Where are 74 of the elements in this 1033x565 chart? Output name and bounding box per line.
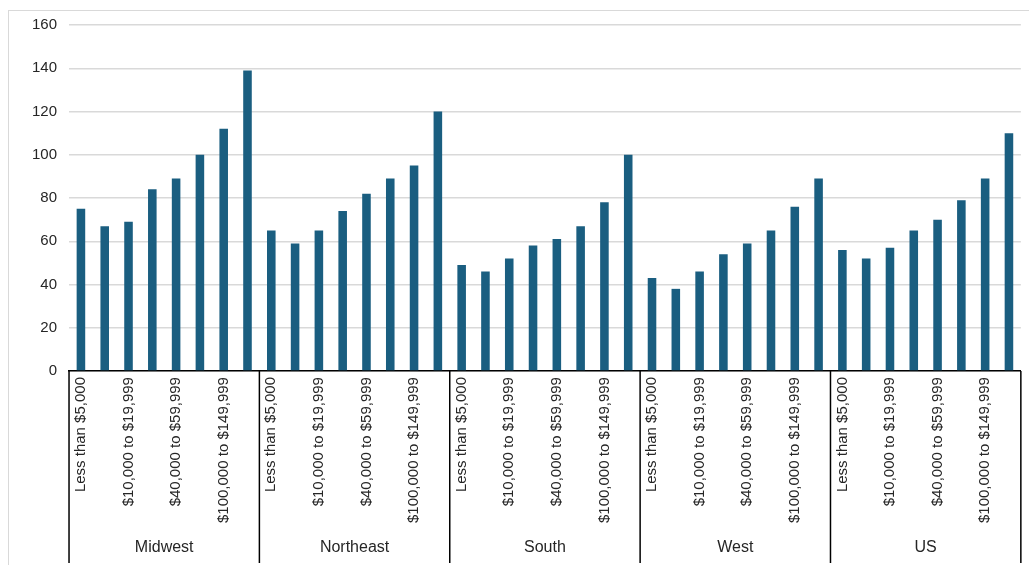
bar <box>552 239 562 371</box>
bar <box>338 210 347 371</box>
bar <box>719 254 728 371</box>
bar <box>243 70 252 371</box>
y-tick-label: 120 <box>32 101 58 119</box>
bar <box>362 193 371 371</box>
bar <box>314 230 324 371</box>
x-tick-label: $100,000 to $149,999 <box>213 377 231 524</box>
bar <box>623 154 633 371</box>
y-tick-label: 0 <box>48 361 58 379</box>
text: South <box>524 538 566 556</box>
bar <box>814 178 823 371</box>
bar <box>504 258 514 371</box>
x-tick-label: Less than $5,000 <box>451 377 469 493</box>
bar <box>385 178 395 371</box>
y-tick-label: 20 <box>40 317 58 335</box>
x-tick-label: $40,000 to $59,999 <box>166 377 184 507</box>
bar <box>671 288 681 371</box>
x-tick-label: $100,000 to $149,999 <box>594 377 612 524</box>
bar <box>980 178 990 371</box>
bar <box>433 111 443 371</box>
bar <box>695 271 704 371</box>
y-tick-label: 140 <box>32 58 58 76</box>
x-tick-label: $100,000 to $149,999 <box>975 377 993 524</box>
bar <box>457 265 466 371</box>
text: Midwest <box>134 538 195 556</box>
x-tick-label: $10,000 to $19,999 <box>118 377 136 507</box>
bar <box>790 206 800 371</box>
bar <box>742 243 752 371</box>
x-tick-label: $10,000 to $19,999 <box>499 377 517 507</box>
y-tick-label: 100 <box>32 144 58 162</box>
x-tick-label: $40,000 to $59,999 <box>927 377 945 507</box>
x-tick-label: $40,000 to $59,999 <box>737 377 755 507</box>
bar <box>171 178 181 371</box>
x-tick-label: Less than $5,000 <box>832 377 850 493</box>
text: US <box>914 538 937 556</box>
x-tick-label: Less than $5,000 <box>261 377 279 493</box>
bar <box>647 278 657 371</box>
y-tick-label: 40 <box>40 274 58 292</box>
bar <box>76 208 86 371</box>
bar <box>838 249 847 371</box>
bar <box>124 221 133 371</box>
bar <box>1004 133 1014 371</box>
bar <box>409 165 419 371</box>
x-tick-label: $10,000 to $19,999 <box>880 377 898 507</box>
x-tick-label: $40,000 to $59,999 <box>546 377 564 507</box>
bar <box>528 245 538 371</box>
y-tick-label: 60 <box>40 231 58 249</box>
x-tick-label: Less than $5,000 <box>71 377 89 493</box>
bar <box>219 128 228 371</box>
bar <box>148 189 157 371</box>
y-tick-label: 160 <box>32 15 58 33</box>
bar <box>933 219 942 371</box>
x-tick-label: Less than $5,000 <box>642 377 660 493</box>
text: Northeast <box>319 538 390 556</box>
y-tick-label: 80 <box>40 188 58 206</box>
bar <box>100 226 109 371</box>
bar <box>195 154 205 371</box>
x-tick-label: $10,000 to $19,999 <box>689 377 707 507</box>
bar <box>861 258 871 371</box>
x-tick-label: $100,000 to $149,999 <box>404 377 422 524</box>
bar <box>766 230 776 371</box>
x-tick-label: $40,000 to $59,999 <box>356 377 374 507</box>
x-tick-label: $100,000 to $149,999 <box>784 377 802 524</box>
bar <box>481 271 490 371</box>
bar <box>267 230 276 371</box>
bar <box>576 226 585 371</box>
bar <box>909 230 919 371</box>
x-tick-label: $10,000 to $19,999 <box>309 377 327 507</box>
bar <box>600 202 609 371</box>
bar <box>957 200 966 371</box>
text: West <box>717 538 754 556</box>
bar <box>290 243 300 371</box>
bar <box>885 247 895 371</box>
